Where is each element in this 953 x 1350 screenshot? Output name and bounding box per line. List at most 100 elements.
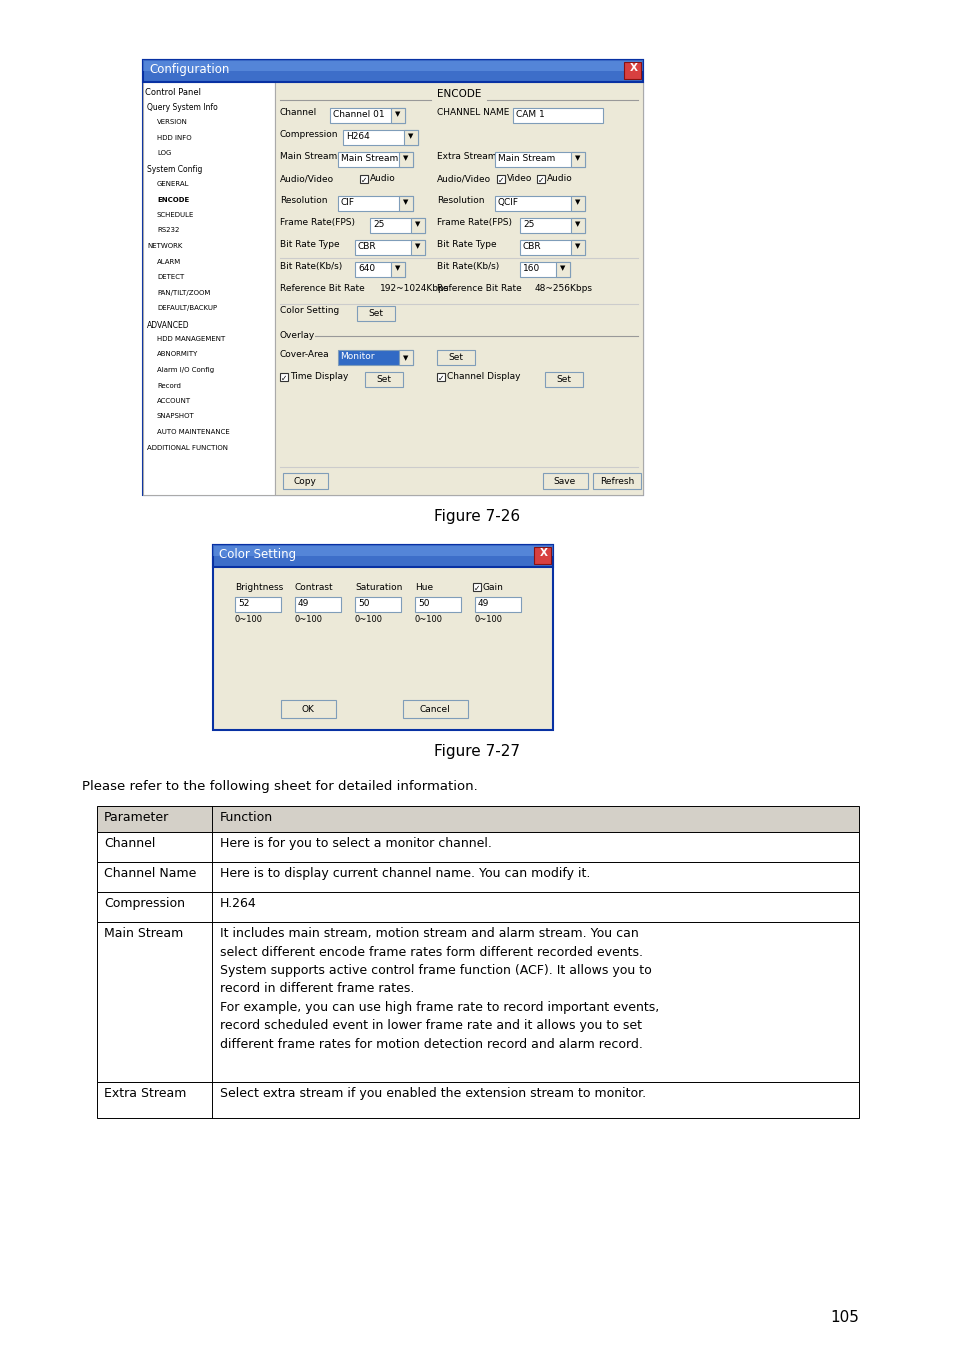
Text: Contrast: Contrast <box>294 583 334 593</box>
Text: Audio/Video: Audio/Video <box>436 174 491 184</box>
Text: Bit Rate(Kb/s): Bit Rate(Kb/s) <box>436 262 498 271</box>
Bar <box>337 153 413 167</box>
Text: Reference Bit Rate: Reference Bit Rate <box>280 284 364 293</box>
Text: ▼: ▼ <box>575 221 579 227</box>
Bar <box>398 196 413 211</box>
Text: HDD MANAGEMENT: HDD MANAGEMENT <box>157 336 225 342</box>
Text: Hue: Hue <box>415 583 433 593</box>
Bar <box>411 217 424 234</box>
Text: Query System Info: Query System Info <box>147 104 217 112</box>
Text: ▼: ▼ <box>408 134 413 139</box>
Bar <box>571 240 584 255</box>
Text: Main Stream: Main Stream <box>280 153 337 161</box>
Text: 0~100: 0~100 <box>355 616 382 624</box>
Text: ENCODE: ENCODE <box>436 89 480 99</box>
Text: ▼: ▼ <box>415 221 420 227</box>
Bar <box>274 82 642 495</box>
Text: 50: 50 <box>417 599 429 608</box>
Text: Main Stream: Main Stream <box>497 154 555 163</box>
Text: Channel: Channel <box>280 108 317 117</box>
Text: Gain: Gain <box>482 583 503 593</box>
Text: ✓: ✓ <box>474 585 480 593</box>
Text: GENERAL: GENERAL <box>157 181 190 188</box>
Text: ENCODE: ENCODE <box>157 197 189 202</box>
Text: CBR: CBR <box>522 242 541 251</box>
Text: Record: Record <box>157 382 181 389</box>
Text: 0~100: 0~100 <box>294 616 323 624</box>
Text: Compression: Compression <box>280 130 338 139</box>
Text: Bit Rate Type: Bit Rate Type <box>436 240 497 248</box>
Text: CIF: CIF <box>340 198 355 207</box>
Bar <box>213 545 553 556</box>
Bar <box>398 350 413 365</box>
Text: Configuration: Configuration <box>149 63 229 76</box>
Text: 25: 25 <box>373 220 384 230</box>
Bar <box>143 59 642 72</box>
Text: LOG: LOG <box>157 150 172 157</box>
Text: Set: Set <box>556 374 571 383</box>
Text: Control Panel: Control Panel <box>145 88 201 97</box>
Text: Saturation: Saturation <box>355 583 402 593</box>
Bar <box>337 350 413 365</box>
Text: OK: OK <box>301 705 314 714</box>
Text: Main Stream: Main Stream <box>104 927 183 940</box>
Bar <box>519 217 584 234</box>
Text: Extra Stream: Extra Stream <box>436 153 496 161</box>
Text: H.264: H.264 <box>220 896 256 910</box>
Text: ✓: ✓ <box>360 176 367 185</box>
Text: Frame Rate(FPS): Frame Rate(FPS) <box>280 217 355 227</box>
Text: Video: Video <box>506 174 532 184</box>
Bar <box>571 217 584 234</box>
Text: Function: Function <box>220 811 273 824</box>
Text: CBR: CBR <box>357 242 376 251</box>
Text: Audio: Audio <box>546 174 572 184</box>
Text: 0~100: 0~100 <box>415 616 442 624</box>
Text: Alarm I/O Config: Alarm I/O Config <box>157 367 213 373</box>
Bar <box>556 262 569 277</box>
Bar <box>213 545 553 567</box>
Text: Here is to display current channel name. You can modify it.: Here is to display current channel name.… <box>220 867 590 880</box>
Text: SNAPSHOT: SNAPSHOT <box>157 413 194 420</box>
Text: QCIF: QCIF <box>497 198 518 207</box>
Text: ✓: ✓ <box>537 176 544 185</box>
Bar <box>280 373 288 381</box>
Text: Set: Set <box>368 309 383 317</box>
Text: 25: 25 <box>522 220 534 230</box>
Text: 640: 640 <box>357 265 375 273</box>
Text: AUTO MAINTENANCE: AUTO MAINTENANCE <box>157 429 230 435</box>
Bar <box>143 82 274 495</box>
Bar <box>97 806 858 832</box>
Text: Select extra stream if you enabled the extension stream to monitor.: Select extra stream if you enabled the e… <box>220 1087 645 1100</box>
Bar <box>534 547 551 564</box>
Bar <box>398 153 413 167</box>
Text: ✓: ✓ <box>497 176 504 185</box>
Bar <box>544 373 582 387</box>
Bar <box>356 306 395 321</box>
Bar <box>143 59 642 82</box>
Bar <box>497 176 504 184</box>
Bar <box>593 472 640 489</box>
Text: Here is for you to select a monitor channel.: Here is for you to select a monitor chan… <box>220 837 492 850</box>
Bar <box>234 597 281 612</box>
Text: CAM 1: CAM 1 <box>516 109 544 119</box>
Text: ABNORMITY: ABNORMITY <box>157 351 198 358</box>
Bar <box>411 240 424 255</box>
Text: DEFAULT/BACKUP: DEFAULT/BACKUP <box>157 305 217 310</box>
Text: ▼: ▼ <box>575 155 579 161</box>
Text: ▼: ▼ <box>395 265 400 271</box>
Bar <box>571 196 584 211</box>
Text: Channel: Channel <box>104 837 155 850</box>
Text: ACCOUNT: ACCOUNT <box>157 398 191 404</box>
Text: Please refer to the following sheet for detailed information.: Please refer to the following sheet for … <box>82 780 477 792</box>
Text: Save: Save <box>554 477 576 486</box>
Bar <box>436 373 444 381</box>
Bar <box>623 62 640 80</box>
Bar <box>473 583 480 591</box>
Bar <box>495 196 584 211</box>
Text: ✓: ✓ <box>281 374 287 383</box>
Text: 49: 49 <box>297 599 309 608</box>
Bar <box>415 597 460 612</box>
Bar <box>359 176 368 184</box>
Bar <box>355 597 400 612</box>
Bar <box>355 262 405 277</box>
